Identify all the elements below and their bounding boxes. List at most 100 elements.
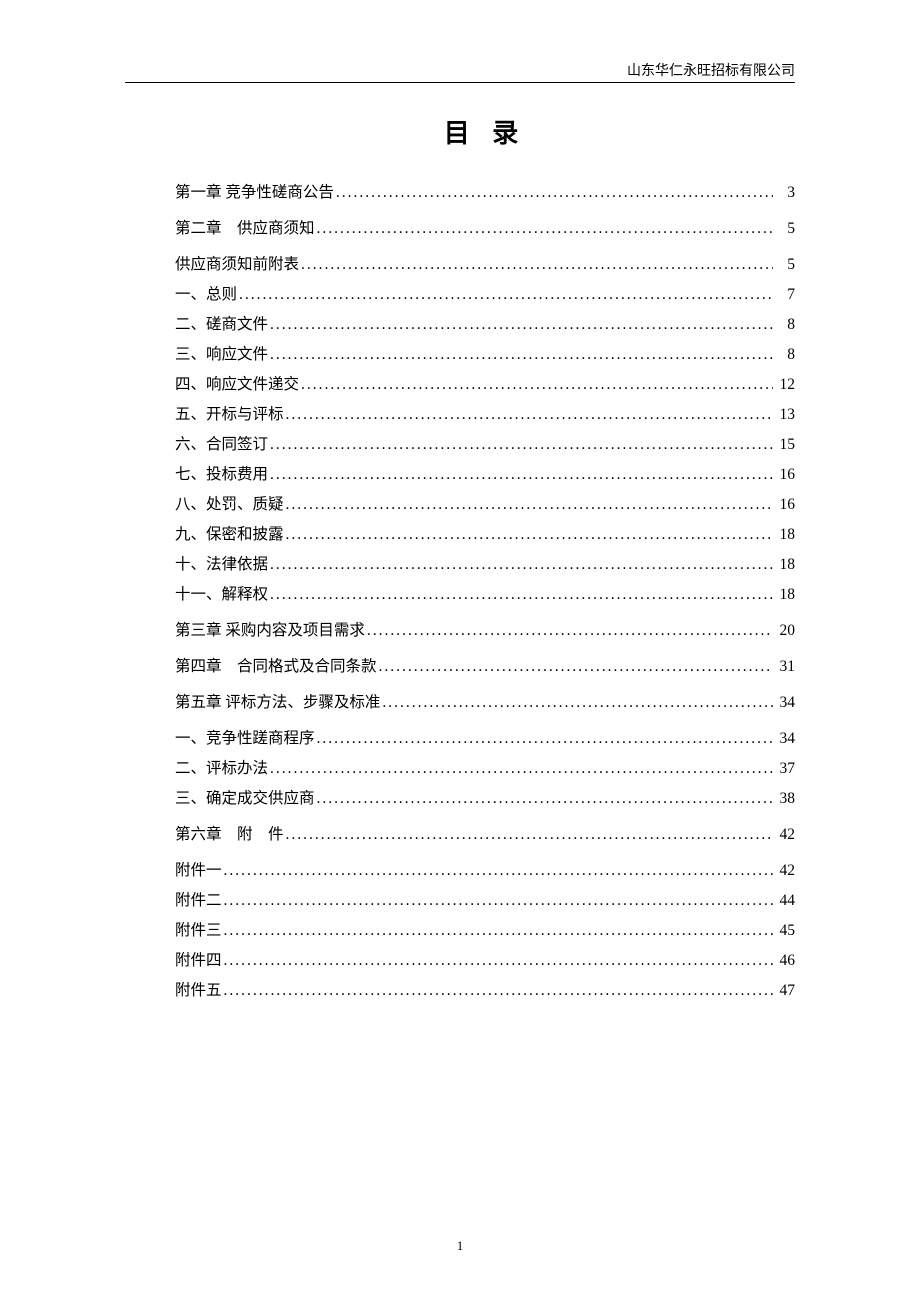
page-title: 目 录 — [175, 113, 795, 150]
toc-dots — [270, 436, 773, 454]
toc-dots — [224, 952, 773, 970]
toc-label: 第六章 附 件 — [175, 822, 284, 844]
toc-label: 四、响应文件递交 — [175, 372, 299, 394]
toc-dots — [286, 526, 773, 544]
toc-dots — [382, 694, 773, 712]
toc-label: 第二章 供应商须知 — [175, 216, 315, 238]
toc-entry: 附件五 47 — [175, 978, 795, 1000]
toc-dots — [224, 982, 773, 1000]
toc-page: 8 — [775, 346, 795, 364]
toc-page: 37 — [775, 760, 795, 778]
toc-page: 34 — [775, 694, 795, 712]
toc-entry: 一、竞争性蹉商程序 34 — [175, 726, 795, 748]
toc-dots — [224, 862, 773, 880]
toc-page: 47 — [775, 982, 795, 1000]
toc-page: 45 — [775, 922, 795, 940]
toc-entry: 第三章 采购内容及项目需求 20 — [175, 618, 795, 640]
toc-label: 第五章 评标方法、步骤及标准 — [175, 690, 380, 712]
toc-page: 42 — [775, 826, 795, 844]
toc-entry: 十一、解释权 18 — [175, 582, 795, 604]
toc-page: 18 — [775, 526, 795, 544]
toc-entry: 一、总则 7 — [175, 282, 795, 304]
header-underline — [125, 82, 795, 83]
toc-label: 二、评标办法 — [175, 756, 268, 778]
toc-page: 42 — [775, 862, 795, 880]
toc-label: 供应商须知前附表 — [175, 252, 299, 274]
header-company: 山东华仁永旺招标有限公司 — [627, 60, 795, 80]
toc-dots — [239, 286, 773, 304]
toc-label: 附件一 — [175, 858, 222, 880]
toc-page: 34 — [775, 730, 795, 748]
toc-dots — [224, 922, 773, 940]
toc-label: 附件三 — [175, 918, 222, 940]
toc-page: 16 — [775, 496, 795, 514]
toc-dots — [317, 220, 773, 238]
toc-dots — [270, 556, 773, 574]
toc-dots — [270, 760, 773, 778]
table-of-contents: 第一章 竞争性磋商公告 3 第二章 供应商须知 5 供应商须知前附表 5 一、总则 7 二、磋商… — [175, 180, 795, 1000]
toc-page: 16 — [775, 466, 795, 484]
toc-page: 3 — [775, 184, 795, 202]
toc-dots — [224, 892, 773, 910]
toc-page: 44 — [775, 892, 795, 910]
toc-entry: 附件一 42 — [175, 858, 795, 880]
toc-label: 一、竞争性蹉商程序 — [175, 726, 315, 748]
toc-page: 46 — [775, 952, 795, 970]
toc-label: 六、合同签订 — [175, 432, 268, 454]
toc-page: 7 — [775, 286, 795, 304]
toc-entry: 第六章 附 件 42 — [175, 822, 795, 844]
toc-page: 15 — [775, 436, 795, 454]
toc-label: 第四章 合同格式及合同条款 — [175, 654, 377, 676]
toc-label: 十、法律依据 — [175, 552, 268, 574]
toc-entry: 附件三 45 — [175, 918, 795, 940]
toc-entry: 八、处罚、质疑 16 — [175, 492, 795, 514]
toc-label: 十一、解释权 — [175, 582, 268, 604]
toc-page: 12 — [775, 376, 795, 394]
toc-label: 附件五 — [175, 978, 222, 1000]
toc-dots — [301, 376, 773, 394]
toc-dots — [270, 346, 773, 364]
toc-label: 第一章 竞争性磋商公告 — [175, 180, 334, 202]
toc-label: 第三章 采购内容及项目需求 — [175, 618, 365, 640]
toc-label: 三、响应文件 — [175, 342, 268, 364]
toc-dots — [379, 658, 773, 676]
toc-entry: 三、响应文件 8 — [175, 342, 795, 364]
toc-dots — [317, 790, 773, 808]
toc-dots — [317, 730, 773, 748]
page-number: 1 — [0, 1238, 920, 1254]
toc-entry: 七、投标费用 16 — [175, 462, 795, 484]
toc-page: 18 — [775, 586, 795, 604]
toc-entry: 三、确定成交供应商38 — [175, 786, 795, 808]
toc-page: 20 — [775, 622, 795, 640]
toc-entry: 第五章 评标方法、步骤及标准 34 — [175, 690, 795, 712]
toc-entry: 二、评标办法 37 — [175, 756, 795, 778]
toc-entry: 附件二44 — [175, 888, 795, 910]
toc-dots — [286, 826, 773, 844]
toc-dots — [367, 622, 773, 640]
toc-dots — [336, 184, 773, 202]
toc-entry: 附件四 46 — [175, 948, 795, 970]
toc-label: 八、处罚、质疑 — [175, 492, 284, 514]
toc-label: 二、磋商文件 — [175, 312, 268, 334]
toc-entry: 九、保密和披露 18 — [175, 522, 795, 544]
toc-label: 九、保密和披露 — [175, 522, 284, 544]
toc-label: 五、开标与评标 — [175, 402, 284, 424]
toc-dots — [270, 316, 773, 334]
toc-page: 18 — [775, 556, 795, 574]
toc-page: 38 — [775, 790, 795, 808]
toc-label: 附件四 — [175, 948, 222, 970]
toc-page: 31 — [775, 658, 795, 676]
toc-dots — [286, 496, 773, 514]
toc-entry: 二、磋商文件 8 — [175, 312, 795, 334]
toc-page: 8 — [775, 316, 795, 334]
toc-dots — [286, 406, 773, 424]
toc-label: 七、投标费用 — [175, 462, 268, 484]
toc-label: 一、总则 — [175, 282, 237, 304]
document-page: 山东华仁永旺招标有限公司 目 录 第一章 竞争性磋商公告 3 第二章 供应商须知 5 供… — [0, 0, 920, 1302]
toc-page: 5 — [775, 256, 795, 274]
toc-dots — [270, 586, 773, 604]
toc-entry: 第二章 供应商须知 5 — [175, 216, 795, 238]
toc-page: 5 — [775, 220, 795, 238]
toc-dots — [270, 466, 773, 484]
toc-entry: 第四章 合同格式及合同条款 31 — [175, 654, 795, 676]
